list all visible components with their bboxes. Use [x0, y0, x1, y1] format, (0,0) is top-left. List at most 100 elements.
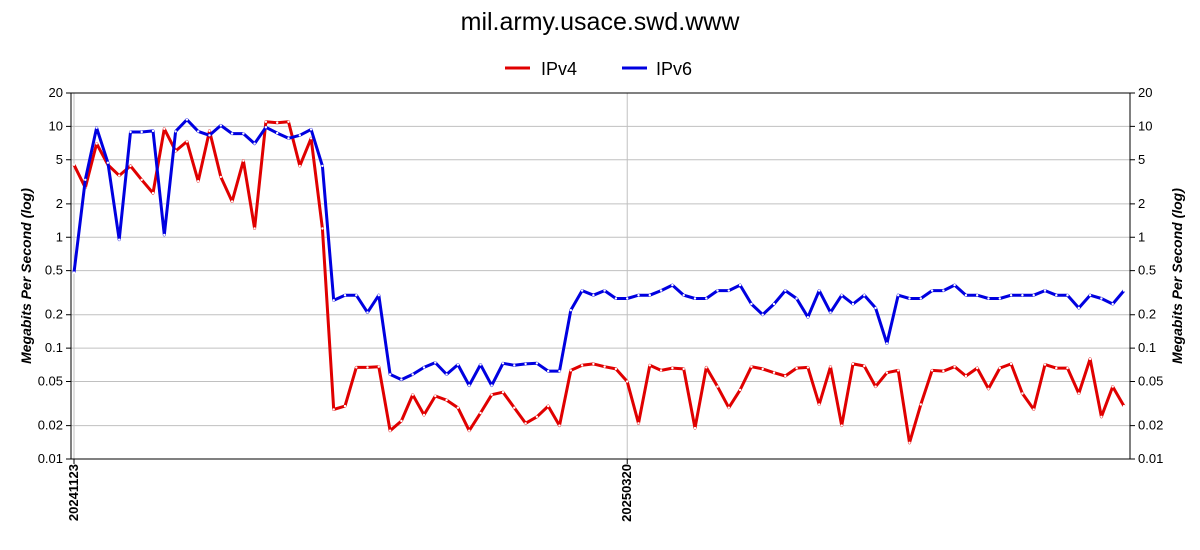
grid	[71, 92, 1130, 460]
data-point-ipv4	[716, 385, 719, 388]
data-point-ipv6	[998, 297, 1001, 300]
data-point-ipv4	[998, 366, 1001, 370]
data-point-ipv6	[456, 363, 460, 366]
data-point-ipv4	[434, 394, 437, 398]
data-point-ipv4	[411, 393, 414, 396]
data-point-ipv4	[851, 362, 855, 366]
data-point-ipv4	[953, 365, 956, 368]
data-point-ipv6	[964, 294, 968, 297]
data-point-ipv4	[885, 371, 889, 374]
data-point-ipv4	[513, 406, 516, 409]
data-point-ipv4	[682, 367, 685, 371]
data-point-ipv6	[885, 342, 889, 345]
data-point-ipv6	[1122, 289, 1126, 292]
data-point-ipv4	[738, 388, 742, 392]
data-point-ipv6	[908, 297, 911, 300]
data-point-ipv4	[897, 369, 900, 372]
data-point-ipv6	[851, 302, 855, 306]
data-point-ipv4	[501, 391, 505, 394]
data-point-ipv4	[806, 366, 810, 369]
data-point-ipv6	[558, 369, 561, 373]
data-point-ipv4	[987, 387, 990, 390]
legend-ipv6-label: IPv6	[656, 59, 692, 79]
data-point-ipv6	[829, 311, 832, 314]
data-point-ipv4	[388, 429, 392, 432]
data-point-ipv6	[253, 142, 256, 145]
data-point-ipv4	[445, 398, 448, 402]
data-point-ipv6	[445, 373, 448, 376]
data-point-ipv6	[1088, 294, 1092, 297]
data-point-ipv6	[738, 283, 742, 287]
data-point-ipv6	[106, 161, 110, 164]
data-point-ipv6	[784, 289, 787, 292]
data-point-ipv6	[772, 302, 776, 306]
data-point-ipv4	[795, 366, 798, 370]
plot-frame	[70, 92, 1131, 460]
data-point-ipv4	[230, 200, 234, 203]
data-point-ipv4	[422, 413, 426, 417]
data-point-ipv6	[242, 132, 245, 135]
data-point-ipv6	[129, 130, 132, 134]
data-point-ipv6	[1100, 297, 1103, 300]
y-tick-label-left: 0.02	[38, 418, 63, 433]
y-tick-label-right: 0.05	[1138, 374, 1163, 389]
data-point-ipv6	[806, 316, 810, 319]
data-point-ipv6	[1055, 294, 1058, 297]
data-point-ipv4	[547, 404, 550, 408]
data-point-ipv6	[163, 233, 166, 237]
data-point-ipv4	[840, 424, 843, 427]
data-point-ipv6	[750, 302, 753, 306]
data-point-ipv6	[434, 361, 437, 364]
data-point-ipv4	[637, 422, 640, 425]
data-point-ipv4	[468, 429, 471, 432]
x-tick-label: 20241123	[66, 464, 81, 521]
data-point-ipv4	[253, 227, 256, 230]
y-tick-label-right: 0.01	[1138, 451, 1163, 466]
data-point-ipv6	[637, 294, 640, 297]
data-point-ipv4	[1077, 392, 1081, 395]
data-point-ipv6	[1032, 294, 1035, 297]
data-point-ipv6	[580, 289, 584, 292]
data-point-ipv4	[400, 419, 403, 423]
data-point-ipv4	[671, 366, 674, 370]
y-tick-label-left: 20	[49, 85, 63, 100]
data-point-ipv4	[659, 369, 663, 372]
data-point-ipv4	[580, 364, 584, 367]
y-axis-right-ticks: 20 10 5 2 1 0.5 0.2 0.1 0.05 0.02 0.01	[1130, 85, 1163, 466]
data-point-ipv4	[479, 411, 482, 415]
data-point-ipv6	[388, 373, 392, 376]
data-point-ipv6	[468, 384, 471, 387]
data-point-ipv4	[626, 380, 629, 383]
data-point-ipv4	[524, 422, 527, 425]
data-point-ipv4	[1066, 366, 1069, 370]
data-point-ipv4	[140, 178, 143, 181]
data-point-ipv4	[648, 364, 651, 367]
data-point-ipv6	[332, 299, 335, 302]
data-point-ipv6	[897, 294, 900, 297]
data-point-ipv6	[276, 131, 279, 135]
data-point-ipv4	[72, 163, 76, 166]
data-point-ipv4	[208, 129, 211, 133]
y-tick-label-left: 0.1	[45, 340, 63, 355]
data-point-ipv4	[614, 367, 618, 371]
y-tick-label-right: 2	[1138, 196, 1145, 211]
data-point-ipv6	[140, 130, 143, 134]
data-point-ipv4	[1021, 392, 1024, 395]
data-point-ipv6	[976, 294, 979, 297]
data-point-ipv4	[276, 121, 279, 124]
data-point-ipv4	[569, 369, 572, 372]
y-tick-label-right: 0.1	[1138, 340, 1156, 355]
data-point-ipv6	[648, 294, 651, 297]
y-tick-label-right: 5	[1138, 152, 1145, 167]
data-point-ipv4	[355, 366, 358, 369]
data-point-ipv6	[95, 126, 98, 129]
data-point-ipv4	[772, 371, 776, 374]
data-point-ipv6	[614, 297, 618, 300]
data-point-ipv6	[671, 283, 674, 287]
data-point-ipv4	[1009, 362, 1013, 366]
data-point-ipv6	[592, 294, 595, 297]
data-point-ipv4	[874, 385, 877, 388]
data-point-ipv6	[727, 289, 730, 292]
data-point-ipv6	[919, 297, 922, 300]
